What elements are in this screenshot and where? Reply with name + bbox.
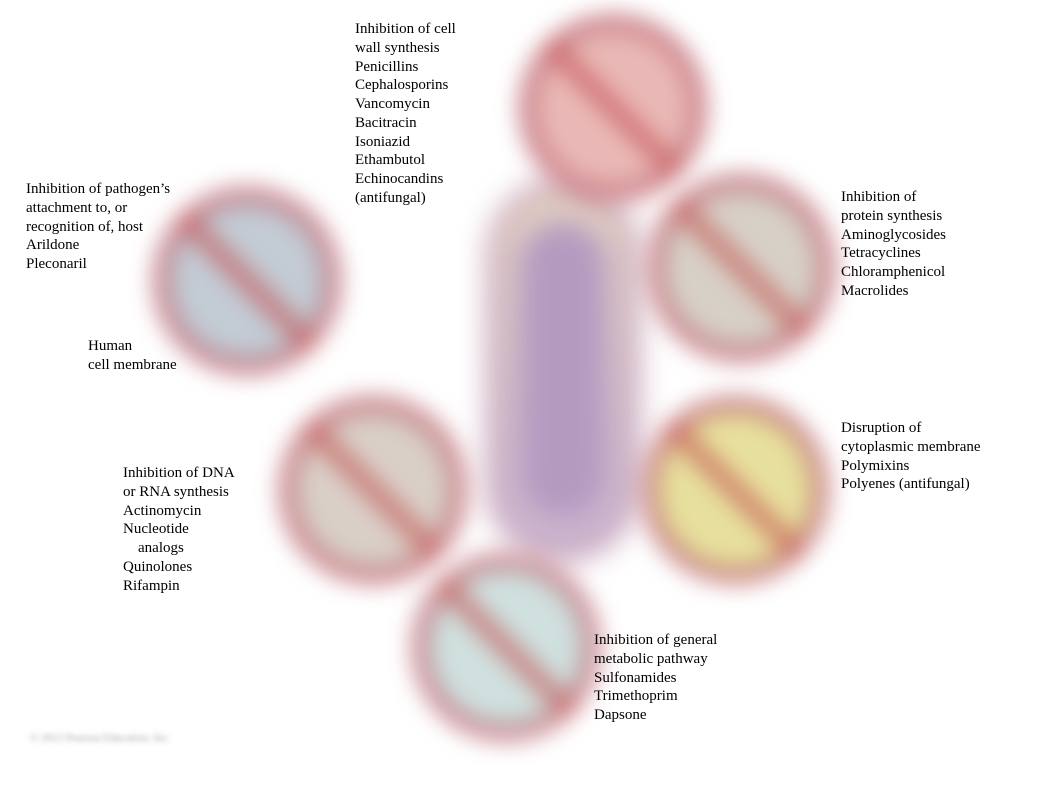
label-heading-line: cell membrane: [88, 356, 177, 375]
label-item: Actinomycin: [123, 502, 235, 521]
label-item: Isoniazid: [355, 133, 456, 152]
prohibition-dna-rna: [281, 398, 465, 582]
label-heading-line: Inhibition of DNA: [123, 464, 235, 483]
label-item: Arildone: [26, 236, 170, 255]
label-item: Quinolones: [123, 558, 235, 577]
label-heading-line: recognition of, host: [26, 218, 170, 237]
label-item: Vancomycin: [355, 95, 456, 114]
label-heading-line: protein synthesis: [841, 207, 946, 226]
label-item: Penicillins: [355, 58, 456, 77]
label-heading-line: Human: [88, 337, 177, 356]
label-heading-line: metabolic pathway: [594, 650, 717, 669]
label-heading-line: or RNA synthesis: [123, 483, 235, 502]
label-item: Rifampin: [123, 577, 235, 596]
label-cell-wall: Inhibition of cellwall synthesisPenicill…: [355, 20, 456, 208]
label-item: Sulfonamides: [594, 669, 717, 688]
label-heading-line: Inhibition of cell: [355, 20, 456, 39]
label-item: Nucleotide: [123, 520, 235, 539]
label-heading-line: Inhibition of: [841, 188, 946, 207]
label-item: analogs: [123, 539, 235, 558]
bacterium-core: [518, 220, 608, 520]
label-heading-line: cytoplasmic membrane: [841, 438, 981, 457]
label-human-membrane: Humancell membrane: [88, 337, 177, 375]
label-item: Tetracyclines: [841, 244, 946, 263]
label-cytoplasmic-membrane: Disruption ofcytoplasmic membranePolymix…: [841, 419, 981, 494]
label-heading-line: Disruption of: [841, 419, 981, 438]
label-item: Ethambutol: [355, 151, 456, 170]
label-item: Polymixins: [841, 457, 981, 476]
label-item: Polyenes (antifungal): [841, 475, 981, 494]
label-attachment: Inhibition of pathogen’sattachment to, o…: [26, 180, 170, 274]
label-item: Pleconaril: [26, 255, 170, 274]
label-heading-line: attachment to, or: [26, 199, 170, 218]
label-item: Echinocandins: [355, 170, 456, 189]
prohibition-attachment: [155, 189, 339, 373]
label-metabolic-pathway: Inhibition of generalmetabolic pathwaySu…: [594, 631, 717, 725]
prohibition-metabolic: [414, 555, 598, 739]
label-heading-line: wall synthesis: [355, 39, 456, 58]
label-protein-synthesis: Inhibition ofprotein synthesisAminoglyco…: [841, 188, 946, 301]
label-item: Chloramphenicol: [841, 263, 946, 282]
label-item: Trimethoprim: [594, 687, 717, 706]
label-heading-line: Inhibition of general: [594, 631, 717, 650]
prohibition-protein-synthesis: [649, 176, 833, 360]
label-item: Cephalosporins: [355, 76, 456, 95]
copyright-credit: © 2012 Pearson Education, Inc.: [30, 732, 170, 744]
label-dna-rna: Inhibition of DNAor RNA synthesisActinom…: [123, 464, 235, 595]
label-item: Aminoglycosides: [841, 226, 946, 245]
label-item: (antifungal): [355, 189, 456, 208]
prohibition-cell-wall: [521, 16, 705, 200]
prohibition-cytoplasmic-membrane: [643, 398, 827, 582]
label-heading-line: Inhibition of pathogen’s: [26, 180, 170, 199]
label-item: Bacitracin: [355, 114, 456, 133]
diagram-canvas: Inhibition of cellwall synthesisPenicill…: [0, 0, 1062, 797]
label-item: Macrolides: [841, 282, 946, 301]
label-item: Dapsone: [594, 706, 717, 725]
